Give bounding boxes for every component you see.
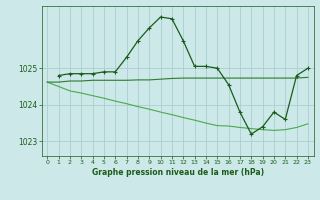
X-axis label: Graphe pression niveau de la mer (hPa): Graphe pression niveau de la mer (hPa) xyxy=(92,168,264,177)
